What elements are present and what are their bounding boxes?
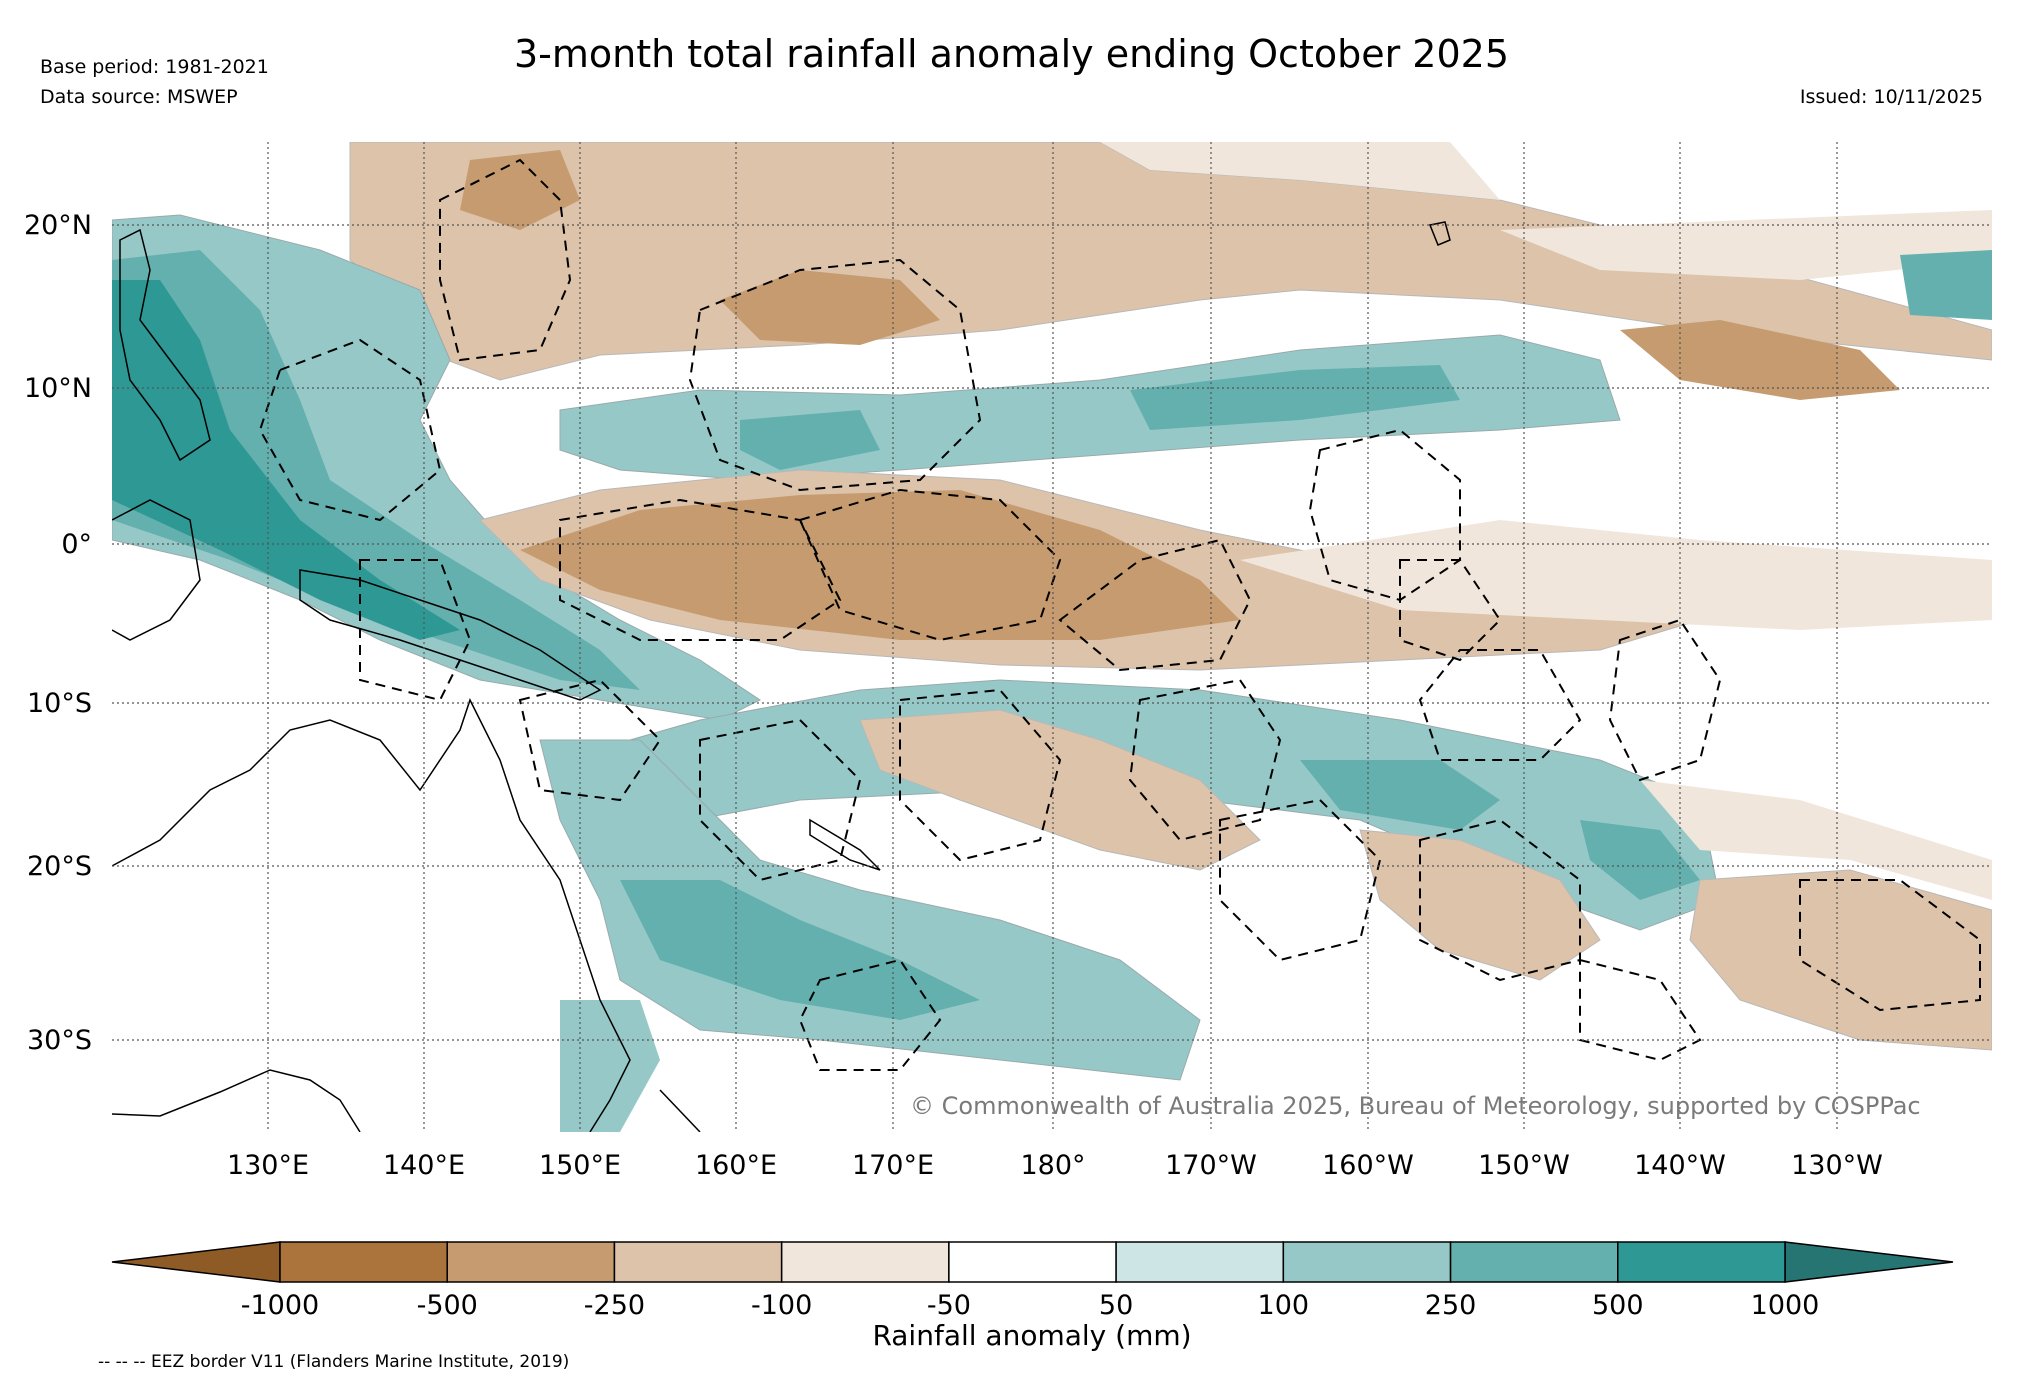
colorbar-bin xyxy=(1282,1241,1452,1283)
south-dry-patch xyxy=(859,709,1261,871)
west-pacific-wet-core xyxy=(112,250,640,690)
eez-border-note: -- -- -- EEZ border V11 (Flanders Marine… xyxy=(98,1352,570,1372)
lon-label-180: 180° xyxy=(1020,1150,1085,1181)
new-guinea-coastline xyxy=(299,569,602,701)
anomaly-field: © Commonwealth of Australia 2025, Bureau… xyxy=(112,142,1992,1132)
equatorial-light-dry xyxy=(1240,520,1992,630)
lon-label-160e: 160°E xyxy=(695,1150,777,1181)
colorbar-bin xyxy=(948,1241,1117,1283)
lon-label-140w: 140°W xyxy=(1634,1150,1726,1181)
eez-borders xyxy=(258,158,1981,1071)
colorbar-bin xyxy=(446,1241,616,1283)
south-dry-patch-2 xyxy=(1359,829,1601,981)
longitude-labels: 130°E 140°E 150°E 160°E 170°E 180° 170°W… xyxy=(227,1150,1883,1181)
australia-south-coastline xyxy=(112,1069,361,1132)
north-dry-core-2 xyxy=(720,270,940,345)
new-zealand-coastline xyxy=(659,1089,701,1132)
lat-label-10s: 10°S xyxy=(27,688,92,719)
philippines-coastline xyxy=(119,228,211,462)
lat-label-10n: 10°N xyxy=(24,373,92,404)
lon-label-140e: 140°E xyxy=(383,1150,465,1181)
north-light-dry xyxy=(1100,142,1500,200)
colorbar-bin xyxy=(1115,1241,1285,1283)
itcz-wet-core-2 xyxy=(1130,365,1460,430)
colorbar-tick-label: 1000 xyxy=(1751,1290,1820,1321)
colorbar-bin xyxy=(1449,1241,1619,1283)
lon-label-130w: 130°W xyxy=(1791,1150,1883,1181)
southeast-dry-patch xyxy=(1689,869,1992,1051)
base-period-text: Base period: 1981-2021 xyxy=(40,56,269,78)
colorbar-bin xyxy=(780,1241,950,1283)
west-pacific-wet-peak xyxy=(112,280,460,640)
colorbar-tick-label: -500 xyxy=(417,1290,478,1321)
colorbar-tick-label: -50 xyxy=(927,1290,971,1321)
colorbar-bin xyxy=(613,1241,783,1283)
australia-coast-wet xyxy=(560,1000,660,1132)
lon-label-170e: 170°E xyxy=(852,1150,934,1181)
map-gridlines xyxy=(112,142,1992,1132)
east-wet-patch xyxy=(1900,250,1992,320)
lat-label-20s: 20°S xyxy=(27,851,92,882)
new-caledonia-coastline xyxy=(809,818,881,871)
colorbar-under-triangle xyxy=(111,1241,281,1283)
lat-label-30s: 30°S xyxy=(27,1025,92,1056)
hawaii-coastline xyxy=(1428,221,1451,246)
colorbar-tick-label: 500 xyxy=(1592,1290,1644,1321)
issued-date-text: Issued: 10/11/2025 xyxy=(1799,86,1983,108)
colorbar-bins xyxy=(279,1241,1786,1283)
colorbar-label: Rainfall anomaly (mm) xyxy=(872,1319,1191,1352)
lon-label-150e: 150°E xyxy=(539,1150,621,1181)
lat-label-0: 0° xyxy=(61,529,92,560)
colorbar-tick-label: -100 xyxy=(751,1290,812,1321)
colorbar-bin xyxy=(279,1241,448,1283)
latitude-labels: 20°N 10°N 0° 10°S 20°S 30°S xyxy=(24,210,92,1056)
copyright-credit: © Commonwealth of Australia 2025, Bureau… xyxy=(910,1092,1921,1120)
equatorial-dry-core xyxy=(520,490,1240,640)
north-dry-core-3 xyxy=(1620,320,1900,400)
east-light-dry xyxy=(1500,210,1992,280)
lon-label-150w: 150°W xyxy=(1478,1150,1570,1181)
tasman-wet-core xyxy=(620,880,980,1020)
lat-label-20n: 20°N xyxy=(24,210,92,241)
map-title: 3-month total rainfall anomaly ending Oc… xyxy=(513,32,1509,76)
lon-label-160w: 160°W xyxy=(1322,1150,1414,1181)
spcz-wet-core xyxy=(1300,760,1500,830)
lon-label-170w: 170°W xyxy=(1165,1150,1257,1181)
itcz-wet-core xyxy=(740,410,880,470)
australia-coastline xyxy=(112,698,631,1132)
colorbar-tick-label: 50 xyxy=(1099,1290,1133,1321)
north-dry-core xyxy=(460,150,580,230)
data-source-text: Data source: MSWEP xyxy=(40,86,238,108)
colorbar: -1000 -500 -250 -100 -50 50 100 250 500 1000 Rain… xyxy=(111,1241,1954,1352)
southeast-light-dry xyxy=(1640,780,1992,900)
colorbar-bin xyxy=(1617,1241,1786,1283)
colorbar-tick-labels: -1000 -500 -250 -100 -50 50 100 250 500 1000 xyxy=(241,1290,1820,1321)
colorbar-tick-label: -1000 xyxy=(241,1290,319,1321)
colorbar-over-triangle xyxy=(1784,1241,1954,1283)
colorbar-tick-label: 100 xyxy=(1258,1290,1310,1321)
borneo-coastline xyxy=(112,499,201,641)
spcz-wet-core-2 xyxy=(1580,820,1700,900)
lon-label-130e: 130°E xyxy=(227,1150,309,1181)
colorbar-tick-label: 250 xyxy=(1425,1290,1477,1321)
colorbar-tick-label: -250 xyxy=(584,1290,645,1321)
